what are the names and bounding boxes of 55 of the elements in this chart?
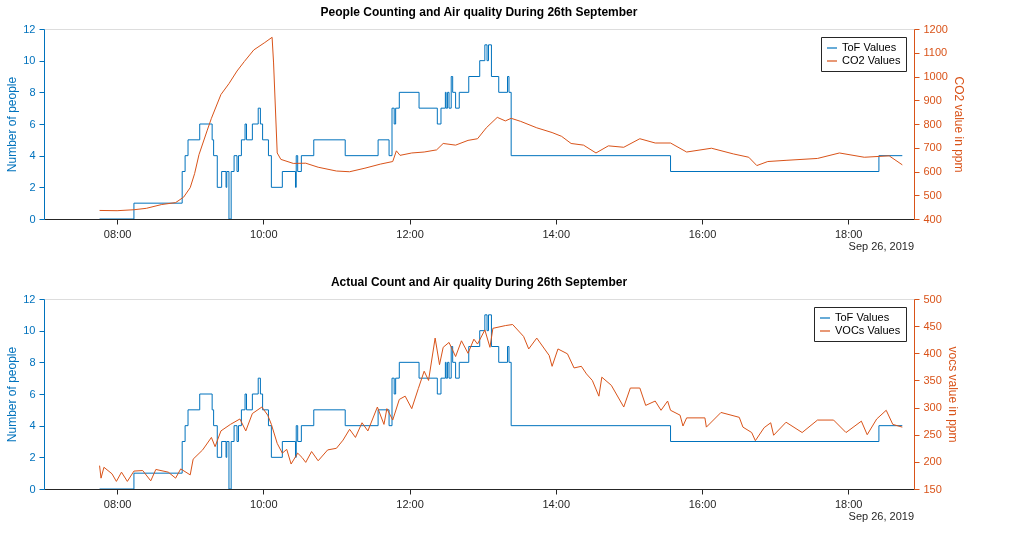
y-tick-label: 12 bbox=[23, 292, 36, 305]
legend-label: CO2 Values bbox=[842, 54, 901, 66]
legend-label: VOCs Values bbox=[835, 324, 901, 336]
legend-label: ToF Values bbox=[835, 311, 890, 323]
y2-tick-label: 500 bbox=[923, 292, 942, 305]
x-tick-label: 08:00 bbox=[103, 497, 132, 510]
y2-tick-label: 150 bbox=[923, 482, 942, 495]
y-tick-label: 4 bbox=[29, 149, 36, 162]
y2-tick-label: 600 bbox=[923, 165, 942, 177]
y-tick-label: 8 bbox=[29, 85, 36, 98]
x-tick-label: 16:00 bbox=[688, 497, 717, 510]
y-tick-label: 0 bbox=[29, 212, 36, 225]
y2-tick-label: 700 bbox=[923, 141, 942, 154]
y2-tick-label: 350 bbox=[923, 373, 942, 386]
x-tick-label: 10:00 bbox=[250, 227, 278, 240]
x-tick-label: 16:00 bbox=[688, 227, 717, 240]
chart-title: People Counting and Air quality During 26th September bbox=[320, 5, 638, 19]
x-tick-label: 12:00 bbox=[396, 227, 424, 240]
x-tick-label: 08:00 bbox=[103, 227, 132, 240]
legend-label: ToF Values bbox=[842, 41, 897, 53]
y2-tick-label: 400 bbox=[923, 346, 942, 359]
x-tick-label: 12:00 bbox=[396, 497, 424, 510]
y2-tick-label: 400 bbox=[923, 212, 942, 225]
y-tick-label: 8 bbox=[29, 355, 36, 368]
x-tick-label: 14:00 bbox=[542, 497, 571, 510]
y2-tick-label: 500 bbox=[923, 188, 942, 201]
y2-tick-label: 1100 bbox=[923, 46, 948, 59]
y2-tick-label: 300 bbox=[923, 401, 942, 414]
y2-tick-label: 450 bbox=[923, 319, 942, 332]
y-tick-label: 2 bbox=[29, 180, 36, 193]
y-tick-label: 4 bbox=[29, 419, 36, 432]
y-tick-label: 6 bbox=[29, 117, 36, 130]
y2-tick-label: 200 bbox=[923, 455, 942, 468]
text: Sep 26, 2019 bbox=[848, 240, 914, 252]
y2-tick-label: 1000 bbox=[923, 70, 948, 82]
y-tick-label: 2 bbox=[29, 450, 36, 463]
y-tick-label: 0 bbox=[29, 482, 36, 495]
y2-tick-label: 250 bbox=[923, 428, 942, 441]
x-tick-label: 18:00 bbox=[834, 497, 863, 510]
y-tick-label: 10 bbox=[23, 54, 36, 67]
y2-tick-label: 1200 bbox=[923, 22, 948, 35]
y2-axis-title: vocs value in ppm bbox=[945, 346, 960, 443]
x-tick-label: 14:00 bbox=[542, 227, 571, 240]
chart-title: Actual Count and Air quality During 26th September bbox=[330, 275, 628, 289]
text: Sep 26, 2019 bbox=[848, 510, 914, 522]
y2-tick-label: 900 bbox=[923, 93, 942, 106]
y2-tick-label: 800 bbox=[923, 117, 942, 130]
y2-axis-title: CO2 value in ppm bbox=[951, 76, 966, 173]
x-tick-label: 10:00 bbox=[250, 497, 278, 510]
y-tick-label: 6 bbox=[29, 387, 36, 400]
y-tick-label: 12 bbox=[23, 22, 36, 35]
y-tick-label: 10 bbox=[23, 324, 36, 337]
x-tick-label: 18:00 bbox=[834, 227, 863, 240]
y-axis-title: Number of people bbox=[5, 346, 20, 443]
y-axis-title: Number of people bbox=[5, 76, 20, 173]
